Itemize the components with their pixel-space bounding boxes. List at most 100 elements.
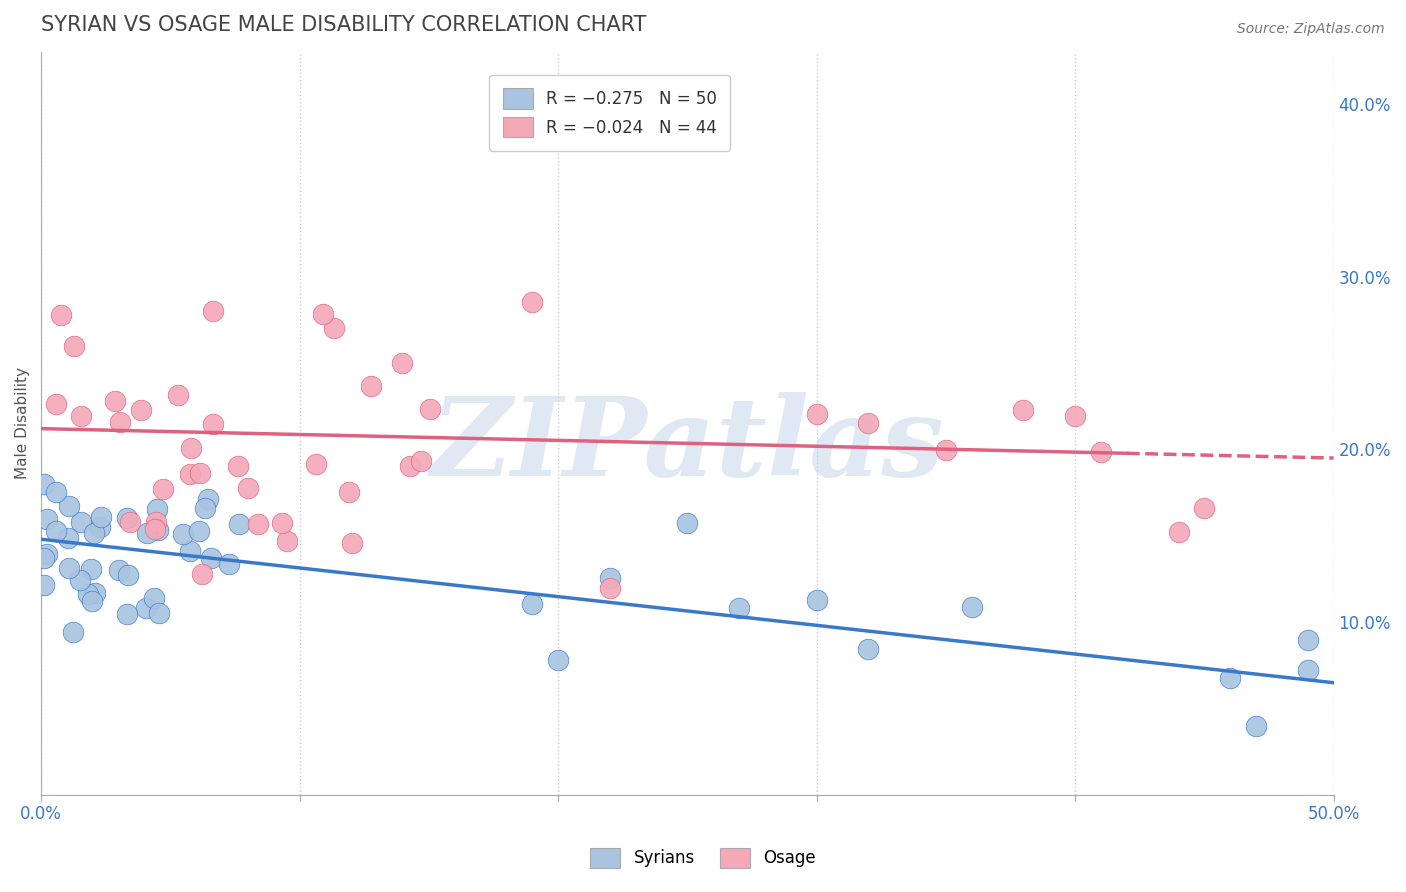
Point xyxy=(62,624,84,639)
Point xyxy=(806,592,828,607)
Point xyxy=(172,526,194,541)
Point xyxy=(179,467,201,482)
Point xyxy=(104,394,127,409)
Point xyxy=(312,307,335,321)
Point xyxy=(342,536,364,550)
Point xyxy=(110,415,132,429)
Point xyxy=(197,491,219,506)
Point xyxy=(599,571,621,585)
Point xyxy=(180,441,202,455)
Point xyxy=(146,523,169,537)
Point xyxy=(83,586,105,600)
Point xyxy=(599,581,621,595)
Point xyxy=(32,578,55,592)
Point xyxy=(806,407,828,421)
Point xyxy=(190,566,212,581)
Point xyxy=(188,467,211,481)
Point xyxy=(194,501,217,516)
Point xyxy=(202,304,225,318)
Point xyxy=(202,417,225,431)
Legend: Syrians, Osage: Syrians, Osage xyxy=(583,841,823,875)
Point xyxy=(179,543,201,558)
Point xyxy=(576,131,599,145)
Point xyxy=(143,522,166,536)
Point xyxy=(228,516,250,531)
Point xyxy=(135,601,157,615)
Point xyxy=(167,388,190,402)
Point xyxy=(145,516,167,530)
Point xyxy=(152,482,174,496)
Point xyxy=(1194,500,1216,515)
Text: Source: ZipAtlas.com: Source: ZipAtlas.com xyxy=(1237,22,1385,37)
Point xyxy=(547,653,569,667)
Point xyxy=(58,560,80,574)
Point xyxy=(323,321,346,335)
Point xyxy=(34,551,56,566)
Text: SYRIAN VS OSAGE MALE DISABILITY CORRELATION CHART: SYRIAN VS OSAGE MALE DISABILITY CORRELAT… xyxy=(41,15,647,35)
Point xyxy=(360,379,382,393)
Point xyxy=(69,409,91,423)
Point xyxy=(858,416,880,430)
Point xyxy=(77,587,100,601)
Point xyxy=(399,459,422,474)
Point xyxy=(108,563,131,577)
Point xyxy=(142,591,165,605)
Point xyxy=(1090,445,1112,459)
Point xyxy=(80,562,103,576)
Point xyxy=(34,476,56,491)
Point xyxy=(419,401,441,416)
Point xyxy=(1244,719,1267,733)
Point xyxy=(49,308,72,322)
Point xyxy=(115,607,138,622)
Point xyxy=(276,533,298,548)
Point xyxy=(118,516,141,530)
Point xyxy=(1296,663,1319,677)
Point xyxy=(676,516,699,530)
Y-axis label: Male Disability: Male Disability xyxy=(15,368,30,479)
Point xyxy=(70,516,93,530)
Point xyxy=(62,339,84,353)
Point xyxy=(148,606,170,620)
Point xyxy=(45,397,67,411)
Point xyxy=(45,524,67,538)
Text: ZIPatlas: ZIPatlas xyxy=(430,392,945,500)
Point xyxy=(1296,632,1319,647)
Point xyxy=(58,499,80,513)
Point xyxy=(337,484,360,499)
Point xyxy=(82,593,104,607)
Point xyxy=(56,532,79,546)
Point xyxy=(135,526,157,541)
Point xyxy=(131,402,153,417)
Point xyxy=(522,598,544,612)
Point xyxy=(305,457,328,471)
Point xyxy=(246,516,269,531)
Point xyxy=(522,295,544,310)
Point xyxy=(226,458,249,473)
Point xyxy=(45,484,67,499)
Point xyxy=(960,600,983,615)
Point xyxy=(200,551,222,566)
Point xyxy=(409,454,432,468)
Point xyxy=(146,501,169,516)
Point xyxy=(1012,402,1035,417)
Point xyxy=(1167,525,1189,540)
Point xyxy=(728,600,751,615)
Point xyxy=(83,526,105,541)
Point xyxy=(935,442,957,457)
Point xyxy=(37,547,59,561)
Point xyxy=(117,568,139,582)
Point xyxy=(391,356,413,370)
Point xyxy=(858,641,880,656)
Point xyxy=(236,481,259,495)
Point xyxy=(218,557,240,571)
Point xyxy=(89,520,111,534)
Point xyxy=(1219,671,1241,685)
Point xyxy=(69,573,91,587)
Point xyxy=(35,512,58,526)
Legend: R = −0.275   N = 50, R = −0.024   N = 44: R = −0.275 N = 50, R = −0.024 N = 44 xyxy=(489,75,730,151)
Point xyxy=(1064,409,1087,424)
Point xyxy=(90,510,112,524)
Point xyxy=(188,524,211,538)
Point xyxy=(117,510,139,524)
Point xyxy=(271,516,294,530)
